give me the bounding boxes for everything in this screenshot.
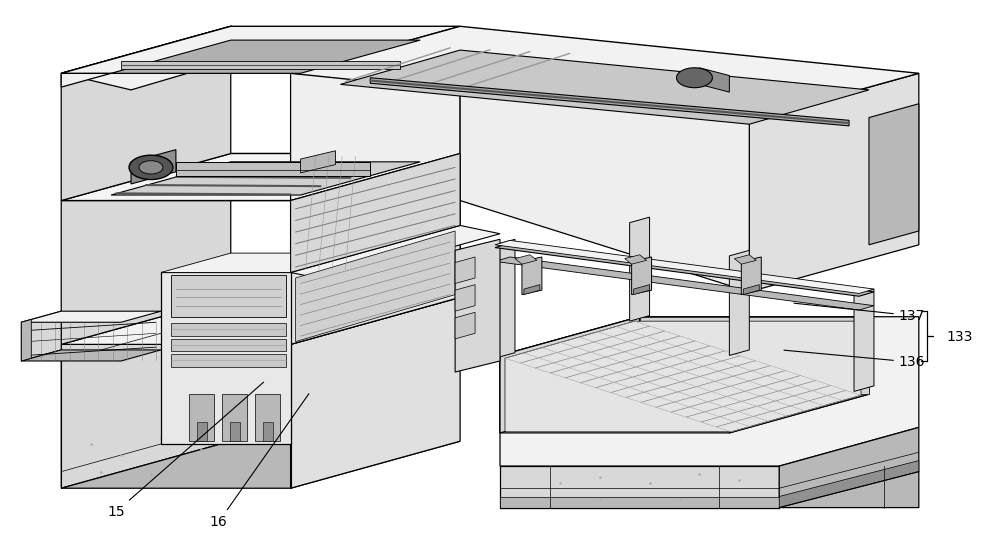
Polygon shape	[61, 153, 460, 201]
Polygon shape	[729, 355, 869, 433]
Polygon shape	[111, 40, 420, 73]
Polygon shape	[61, 297, 460, 344]
Polygon shape	[61, 26, 291, 87]
Polygon shape	[21, 311, 61, 361]
Polygon shape	[291, 225, 500, 281]
Polygon shape	[21, 311, 161, 322]
Polygon shape	[291, 225, 460, 344]
Polygon shape	[495, 240, 874, 294]
Polygon shape	[171, 354, 286, 366]
Polygon shape	[500, 466, 779, 508]
Polygon shape	[61, 26, 291, 90]
Polygon shape	[21, 320, 31, 361]
Polygon shape	[455, 285, 475, 311]
Polygon shape	[291, 297, 460, 488]
Polygon shape	[263, 422, 273, 441]
Polygon shape	[625, 255, 647, 264]
Circle shape	[139, 161, 163, 174]
Polygon shape	[634, 285, 650, 295]
Polygon shape	[61, 441, 460, 488]
Polygon shape	[291, 73, 460, 201]
Polygon shape	[699, 68, 729, 92]
Polygon shape	[779, 460, 919, 508]
Polygon shape	[455, 257, 475, 284]
Polygon shape	[291, 73, 460, 201]
Polygon shape	[500, 317, 640, 433]
Polygon shape	[21, 350, 161, 361]
Polygon shape	[779, 428, 919, 508]
Polygon shape	[171, 324, 286, 335]
Polygon shape	[161, 253, 291, 272]
Polygon shape	[524, 285, 540, 295]
Polygon shape	[255, 394, 280, 441]
Polygon shape	[869, 104, 919, 245]
Polygon shape	[230, 422, 240, 441]
Polygon shape	[189, 394, 214, 441]
Polygon shape	[61, 153, 460, 201]
Polygon shape	[455, 239, 500, 372]
Polygon shape	[61, 26, 460, 73]
Polygon shape	[291, 153, 460, 272]
Polygon shape	[460, 73, 749, 292]
Polygon shape	[741, 257, 761, 295]
Polygon shape	[495, 257, 874, 310]
Circle shape	[129, 155, 173, 180]
Polygon shape	[500, 317, 919, 466]
Text: 133: 133	[947, 330, 973, 344]
Polygon shape	[734, 255, 756, 264]
Polygon shape	[161, 272, 291, 444]
Polygon shape	[632, 257, 652, 295]
Polygon shape	[291, 153, 460, 272]
Polygon shape	[522, 257, 542, 295]
Polygon shape	[630, 217, 650, 321]
Polygon shape	[854, 289, 874, 391]
Polygon shape	[301, 151, 335, 173]
Polygon shape	[61, 26, 231, 201]
Polygon shape	[495, 243, 874, 296]
Polygon shape	[121, 61, 400, 69]
Polygon shape	[749, 73, 919, 292]
Polygon shape	[500, 497, 779, 508]
Polygon shape	[515, 255, 537, 264]
Polygon shape	[61, 153, 231, 344]
Polygon shape	[500, 317, 869, 433]
Polygon shape	[61, 297, 231, 488]
Polygon shape	[197, 422, 207, 441]
Polygon shape	[495, 239, 515, 358]
Text: 15: 15	[107, 382, 264, 519]
Polygon shape	[171, 339, 286, 351]
Polygon shape	[222, 394, 247, 441]
Polygon shape	[340, 50, 869, 124]
Polygon shape	[455, 312, 475, 339]
Polygon shape	[743, 285, 759, 295]
Polygon shape	[291, 153, 460, 344]
Polygon shape	[111, 162, 420, 195]
Polygon shape	[296, 231, 455, 341]
Polygon shape	[640, 317, 869, 394]
Text: 137: 137	[794, 303, 925, 322]
Polygon shape	[370, 78, 849, 126]
Circle shape	[677, 68, 712, 88]
Polygon shape	[131, 150, 176, 184]
Text: 136: 136	[784, 350, 925, 369]
Polygon shape	[176, 162, 370, 176]
Polygon shape	[729, 250, 749, 355]
Polygon shape	[291, 26, 919, 120]
Text: 16: 16	[210, 394, 309, 529]
Polygon shape	[171, 275, 286, 317]
Polygon shape	[505, 321, 861, 432]
